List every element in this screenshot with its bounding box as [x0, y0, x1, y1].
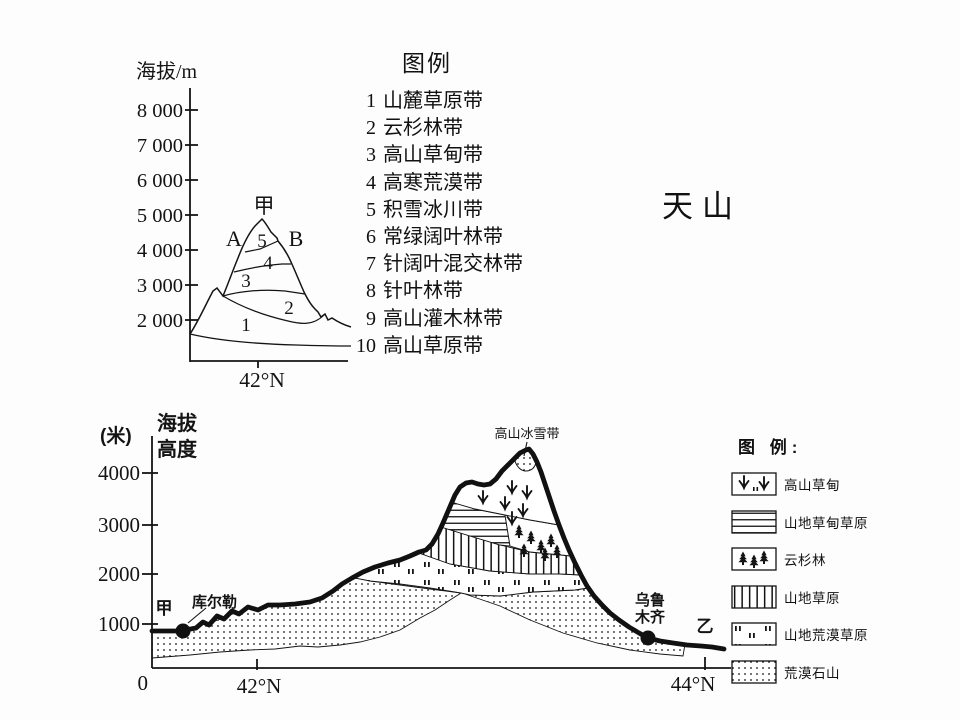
right-end-label: 乙 [697, 617, 714, 636]
svg-text:0: 0 [138, 671, 149, 695]
legend-item-9: 9 高山灌木林带 [366, 307, 503, 330]
svg-text:6 000: 6 000 [137, 170, 183, 192]
spruce-swatch-icon [731, 547, 777, 571]
legend-row-desert-steppe: 山地荒漠草原 [722, 622, 957, 646]
svg-text:8 000: 8 000 [137, 100, 183, 122]
svg-text:2000: 2000 [98, 562, 140, 586]
zone-divider-3-2 [222, 289, 306, 297]
legend-row-mountain-steppe: 山地草原 [722, 584, 957, 609]
legend-item-2: 2 云杉林带 [366, 117, 463, 140]
mountain-steppe-swatch-icon [731, 584, 777, 609]
zone-legend: 图例 1 山麓草原带 2 云杉林带 3 高山草甸带 4 高寒荒漠带 5 积雪冰川带 6 常绿… [352, 44, 652, 360]
legend-row-alpine-meadow: 高山草甸 [722, 472, 957, 496]
svg-text:3000: 3000 [98, 513, 140, 537]
legend-row-spruce: 云杉林 [722, 547, 957, 571]
urumqi-label-line2: 木齐 [634, 608, 666, 626]
region-title: 天山 [662, 189, 742, 224]
urumqi-label-line1: 乌鲁 [635, 591, 665, 609]
urumqi-marker-dot [640, 630, 656, 646]
desert-rock-swatch-icon [731, 659, 777, 684]
meadow-steppe-swatch-icon [731, 509, 777, 534]
y-tick-labels: 4000 3000 2000 1000 0 [98, 461, 148, 695]
peak-label: 甲 [254, 194, 275, 218]
x-tick-left-label: 42°N [237, 674, 282, 698]
y-axis-label: 海拔/m [136, 60, 198, 83]
svg-text:4000: 4000 [98, 461, 140, 485]
y-axis-unit: (米) [100, 424, 132, 447]
korla-label: 库尔勒 [192, 593, 237, 611]
y-axis-label-2: 高度 [157, 437, 198, 461]
zone-legend-title: 图例 [402, 51, 452, 76]
svg-text:4: 4 [263, 253, 273, 274]
legend-item-8: 8 针叶林带 [366, 280, 463, 303]
desert-steppe-swatch-icon [731, 622, 777, 646]
svg-text:1000: 1000 [98, 612, 140, 636]
cross-section-legend: 图 例: 高山草甸 山地草甸草原 云杉林 [722, 433, 957, 697]
korla-marker-dot [175, 623, 191, 639]
zone-divider-2-1 [222, 295, 325, 324]
legend-item-7: 7 针阔叶混交林带 [366, 253, 523, 276]
zone-divider-4-3 [233, 263, 291, 273]
side-a-label: A [226, 226, 242, 251]
svg-text:3: 3 [241, 271, 251, 292]
svg-text:4 000: 4 000 [137, 240, 183, 262]
alpine-meadow-swatch-icon [731, 472, 777, 496]
y-tick-labels: 8 000 7 000 6 000 5 000 4 000 3 000 2 00… [137, 100, 183, 332]
svg-text:1: 1 [241, 315, 251, 336]
x-tick-label: 42°N [239, 368, 285, 392]
zone-desert-rock-left [152, 576, 463, 659]
svg-text:5 000: 5 000 [137, 205, 183, 227]
terrain-profile-line [149, 446, 727, 652]
svg-text:3 000: 3 000 [137, 275, 183, 297]
legend-item-5: 5 积雪冰川带 [366, 198, 483, 221]
legend-item-6: 6 常绿阔叶林带 [366, 226, 503, 249]
zone-numbers: 5 4 3 2 1 [241, 231, 294, 336]
cross-section-chart: (米) 海拔 高度 4000 3000 2000 1000 0 42°N 44°… [98, 411, 731, 698]
legend-row-meadow-steppe: 山地草甸草原 [722, 509, 957, 534]
svg-text:7 000: 7 000 [137, 135, 183, 157]
y-axis-label-1: 海拔 [157, 411, 198, 435]
svg-text:5: 5 [257, 231, 267, 252]
legend-item-1: 1 山麓草原带 [366, 90, 483, 112]
zone-divider-5-4 [244, 240, 279, 253]
legend-item-4: 4 高寒荒漠带 [366, 171, 483, 194]
x-tick-right-label: 44°N [671, 672, 716, 696]
altitudinal-zone-chart: 海拔/m 8 000 7 000 6 000 5 000 4 000 3 000… [136, 60, 352, 392]
y-axis-ticks [185, 109, 198, 321]
mountain-outline [189, 217, 352, 347]
cross-section-legend-title: 图 例: [738, 438, 803, 457]
axis-ticks [142, 472, 706, 670]
svg-text:2 000: 2 000 [137, 310, 183, 332]
legend-row-desert-rock: 荒漠石山 [722, 659, 957, 684]
svg-text:2: 2 [284, 298, 294, 319]
snow-label-leader-line [523, 441, 528, 457]
legend-item-10: 10 高山草原带 [356, 334, 483, 357]
side-b-label: B [289, 226, 304, 251]
legend-item-3: 3 高山草甸带 [366, 144, 483, 167]
korla-leader-line [187, 607, 207, 624]
peak-zone-label: 高山冰雪带 [494, 426, 559, 441]
left-end-label: 甲 [156, 599, 173, 618]
